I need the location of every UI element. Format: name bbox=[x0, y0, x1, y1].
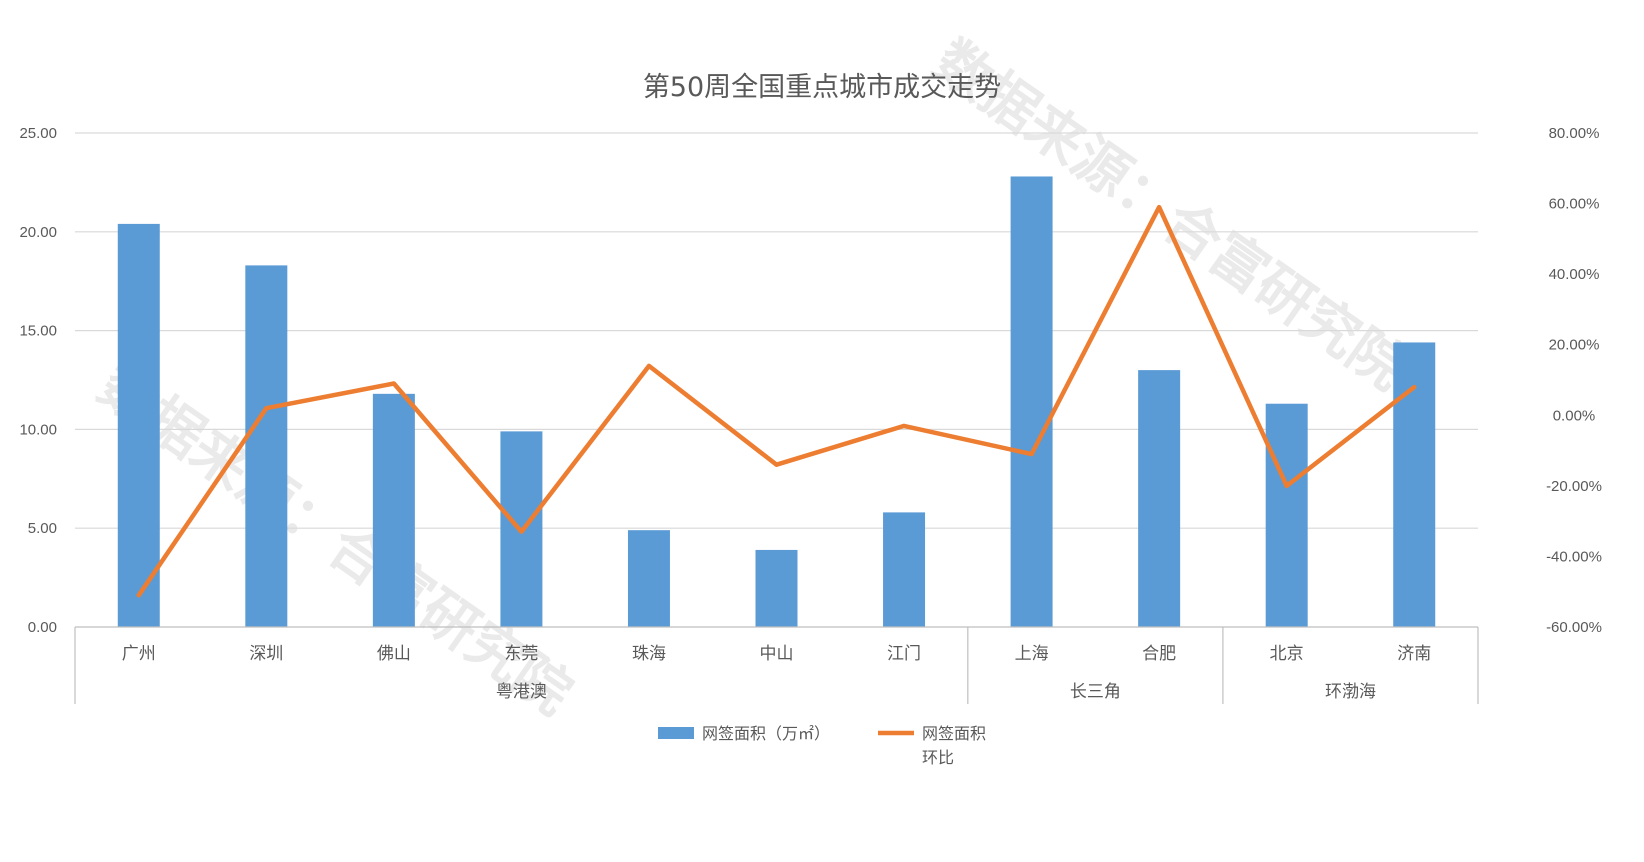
y-right-tick-label: 0.00% bbox=[1553, 407, 1596, 424]
bar bbox=[117, 223, 160, 627]
y-right-tick-label: 20.00% bbox=[1549, 337, 1600, 354]
bar bbox=[1265, 403, 1308, 627]
x-tick-label: 中山 bbox=[760, 644, 794, 664]
legend-label: 环比 bbox=[922, 748, 954, 767]
y-right-tick-label: 40.00% bbox=[1549, 266, 1600, 283]
x-tick-label: 深圳 bbox=[249, 644, 283, 664]
bar bbox=[627, 530, 670, 627]
gridlines bbox=[75, 132, 1478, 529]
y-right-tick-label: -40.00% bbox=[1546, 548, 1602, 565]
y-left-tick-label: 10.00 bbox=[19, 421, 57, 438]
y-right-tick-label: -20.00% bbox=[1546, 478, 1602, 495]
y-right-tick-label: 60.00% bbox=[1549, 196, 1600, 213]
legend-bar-swatch bbox=[658, 727, 694, 739]
x-tick-label: 合肥 bbox=[1142, 644, 1176, 664]
x-tick-label: 济南 bbox=[1397, 644, 1431, 664]
legend-label: 网签面积 bbox=[922, 724, 986, 743]
y-right-tick-label: 80.00% bbox=[1549, 125, 1600, 142]
y-left-tick-label: 0.00 bbox=[28, 619, 57, 636]
y-right-tick-label: -60.00% bbox=[1546, 619, 1602, 636]
y-left-tick-label: 5.00 bbox=[28, 520, 57, 537]
line-series bbox=[136, 204, 1417, 598]
x-tick-label: 北京 bbox=[1270, 644, 1304, 664]
chart-title: 第50周全国重点城市成交走势 bbox=[643, 72, 1001, 103]
x-tick-label: 佛山 bbox=[377, 644, 411, 664]
group-label: 长三角 bbox=[1070, 682, 1121, 702]
bar bbox=[1010, 176, 1053, 628]
x-tick-label: 广州 bbox=[122, 644, 156, 664]
x-tick-label: 上海 bbox=[1015, 644, 1049, 664]
bar-series bbox=[117, 176, 1436, 628]
group-label: 环渤海 bbox=[1325, 682, 1376, 702]
bar bbox=[1138, 370, 1181, 627]
y-left-tick-label: 20.00 bbox=[19, 224, 57, 241]
bar bbox=[755, 549, 798, 627]
bar bbox=[372, 393, 415, 627]
axes: 0.00 5.00 10.00 15.00 20.00 25.00 -60.00% -40.0… bbox=[19, 125, 1602, 704]
x-tick-label: 东莞 bbox=[504, 644, 538, 664]
y-left-tick-label: 25.00 bbox=[19, 125, 57, 142]
x-tick-label: 江门 bbox=[887, 644, 921, 664]
bar bbox=[883, 512, 926, 627]
bar bbox=[245, 265, 288, 627]
x-tick-label: 珠海 bbox=[632, 644, 666, 664]
legend-label: 网签面积（万㎡） bbox=[702, 724, 830, 743]
group-label: 粤港澳 bbox=[496, 682, 547, 702]
y-left-tick-label: 15.00 bbox=[19, 323, 57, 340]
